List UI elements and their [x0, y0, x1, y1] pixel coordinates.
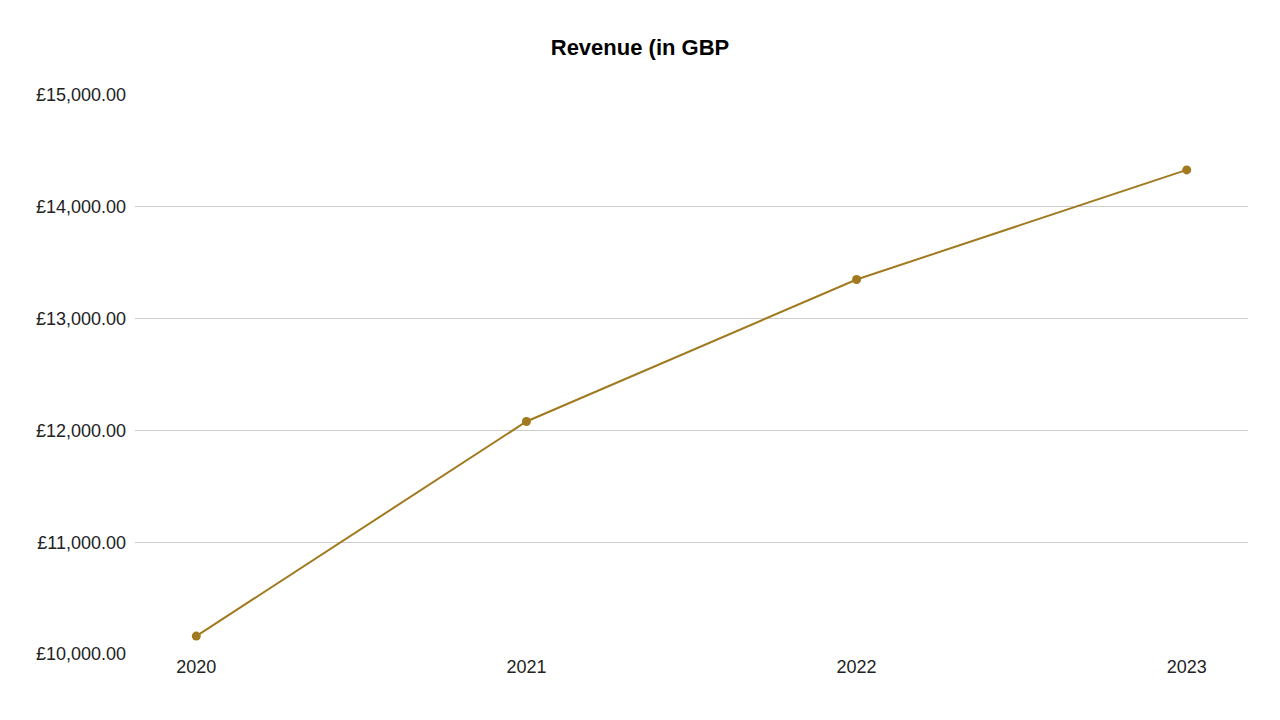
- svg-text:£13,000.00: £13,000.00: [36, 309, 126, 329]
- svg-text:2023: 2023: [1167, 657, 1207, 677]
- svg-text:£12,000.00: £12,000.00: [36, 421, 126, 441]
- svg-text:£10,000.00: £10,000.00: [36, 644, 126, 664]
- svg-text:£14,000.00: £14,000.00: [36, 197, 126, 217]
- svg-text:Revenue (in GBP: Revenue (in GBP: [551, 35, 729, 60]
- svg-text:£15,000.00: £15,000.00: [36, 85, 126, 105]
- svg-text:2021: 2021: [506, 657, 546, 677]
- svg-text:£11,000.00: £11,000.00: [37, 533, 126, 553]
- svg-text:2020: 2020: [176, 657, 216, 677]
- svg-text:2022: 2022: [837, 657, 877, 677]
